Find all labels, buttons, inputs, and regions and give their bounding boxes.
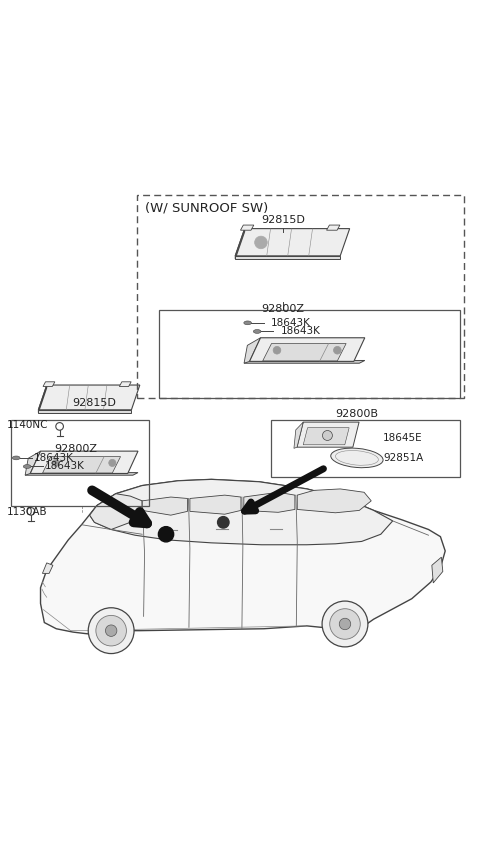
Polygon shape [38,410,132,413]
Circle shape [106,625,117,637]
Text: 1130AB: 1130AB [7,508,48,517]
Bar [11,419,149,506]
Ellipse shape [12,456,20,460]
Bar [137,195,464,398]
Circle shape [273,346,281,354]
Polygon shape [90,480,393,545]
Polygon shape [244,492,295,512]
Polygon shape [235,228,349,256]
Circle shape [109,459,116,466]
Circle shape [322,601,368,647]
Text: (W/ SUNROOF SW): (W/ SUNROOF SW) [144,201,268,215]
Text: 92851A: 92851A [383,453,423,463]
Polygon shape [235,256,340,259]
Polygon shape [38,385,140,410]
Polygon shape [38,385,47,413]
Ellipse shape [331,448,383,468]
Polygon shape [326,225,340,230]
Circle shape [88,608,134,654]
Polygon shape [43,382,55,386]
Polygon shape [294,422,303,448]
Polygon shape [303,428,349,445]
Polygon shape [25,473,138,475]
Polygon shape [244,338,261,363]
Bar [271,419,459,477]
Circle shape [255,236,267,249]
Circle shape [334,346,341,354]
Polygon shape [90,494,142,530]
Circle shape [339,618,351,630]
Circle shape [330,609,360,639]
Polygon shape [235,228,245,259]
Text: 18643K: 18643K [34,453,74,463]
Text: 92815D: 92815D [261,215,305,225]
Polygon shape [42,563,53,573]
Polygon shape [250,338,365,362]
Text: 18643K: 18643K [44,462,84,471]
Circle shape [96,616,126,646]
Text: 18643K: 18643K [281,327,321,336]
Circle shape [158,526,174,542]
Bar [159,310,459,398]
Text: 92800Z: 92800Z [54,443,97,453]
Text: 18645E: 18645E [383,433,423,443]
Polygon shape [142,497,188,515]
Text: 18643K: 18643K [271,318,311,328]
Polygon shape [43,457,120,473]
Text: 1140NC: 1140NC [7,419,48,430]
Polygon shape [432,557,443,583]
Ellipse shape [253,329,261,334]
Ellipse shape [244,321,252,325]
Polygon shape [297,422,359,447]
Text: 92800B: 92800B [336,408,378,419]
Text: 92800Z: 92800Z [262,304,304,314]
Circle shape [52,459,60,466]
Polygon shape [30,451,138,474]
Polygon shape [240,225,254,230]
Polygon shape [297,489,371,513]
Polygon shape [25,451,40,475]
Polygon shape [190,495,241,514]
Ellipse shape [24,464,31,469]
Polygon shape [244,361,365,363]
Circle shape [323,430,332,441]
Polygon shape [120,382,131,386]
Text: 92815D: 92815D [72,398,116,408]
Polygon shape [40,480,445,635]
Circle shape [217,516,229,528]
Polygon shape [263,344,346,361]
